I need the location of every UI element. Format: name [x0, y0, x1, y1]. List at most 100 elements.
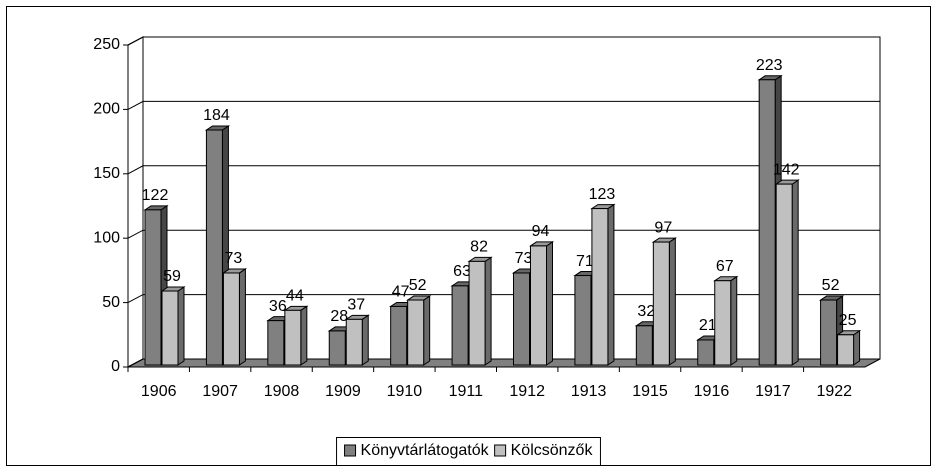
x-tick-label: 1910 — [387, 383, 423, 400]
bar-front — [758, 79, 776, 366]
bar — [406, 295, 432, 366]
bar — [651, 237, 677, 366]
value-label: 36 — [269, 298, 287, 315]
bar-front — [468, 260, 486, 366]
x-tick-label: 1922 — [816, 383, 852, 400]
bar-front — [697, 339, 715, 366]
bar-front — [205, 129, 223, 366]
bar-front — [222, 272, 240, 366]
bar-front — [574, 275, 592, 366]
bar-side — [238, 268, 246, 366]
bar — [283, 305, 309, 366]
bar — [467, 256, 493, 366]
bar-side — [484, 256, 492, 366]
value-label: 37 — [347, 297, 365, 314]
x-tick-label: 1906 — [141, 383, 177, 400]
bar-side — [177, 286, 185, 366]
y-tick-label: 100 — [93, 229, 120, 246]
x-tick-label: 1916 — [694, 383, 730, 400]
value-label: 25 — [839, 312, 857, 329]
value-label: 59 — [163, 268, 181, 285]
bar — [221, 268, 248, 366]
value-label: 52 — [409, 277, 427, 294]
bar — [590, 203, 616, 366]
bar — [696, 335, 722, 366]
value-label: 63 — [453, 263, 471, 280]
bar — [835, 329, 862, 366]
legend-label: Kölcsönzők — [511, 442, 594, 459]
bar-front — [345, 318, 363, 366]
bar — [160, 286, 186, 366]
bar-front — [652, 241, 670, 366]
x-tick-label: 1915 — [632, 383, 668, 400]
bar-front — [635, 325, 653, 366]
value-label: 21 — [699, 317, 717, 334]
bar-side — [607, 203, 615, 366]
value-label: 47 — [392, 284, 410, 301]
value-label: 122 — [142, 187, 169, 204]
x-tick-label: 1911 — [449, 383, 484, 400]
value-label: 73 — [515, 250, 533, 267]
grid-line — [127, 36, 880, 46]
bar-front — [714, 280, 732, 366]
bar-front — [161, 290, 179, 366]
bar-front — [591, 208, 609, 366]
legend-label: Könyvtárlátogatók — [361, 442, 490, 459]
bar-front — [144, 209, 162, 366]
bar — [344, 314, 370, 366]
bar-front — [513, 272, 530, 366]
y-tick-label: 50 — [102, 294, 120, 311]
bar-side — [361, 314, 369, 366]
x-tick-label: 1912 — [509, 383, 545, 400]
bar-front — [407, 299, 425, 366]
bar-front — [837, 334, 855, 366]
legend-swatch — [494, 444, 507, 457]
bar-front — [284, 309, 302, 366]
x-tick-label: 1909 — [325, 383, 361, 400]
value-label: 97 — [654, 219, 672, 236]
bar-side — [668, 237, 676, 366]
bar — [713, 275, 739, 366]
value-label: 94 — [532, 223, 550, 240]
bar-front — [530, 245, 547, 366]
grid-line — [127, 100, 880, 110]
bar-front — [267, 320, 285, 366]
x-tick-label: 1913 — [571, 383, 607, 400]
grid-line — [127, 294, 880, 304]
y-tick-label: 0 — [111, 358, 120, 375]
value-label: 184 — [203, 107, 230, 124]
x-tick-label: 1907 — [202, 383, 238, 400]
bar-side — [791, 179, 799, 366]
value-label: 82 — [470, 239, 488, 256]
legend-box — [336, 437, 601, 466]
value-label: 71 — [576, 253, 594, 270]
bar-side — [853, 329, 861, 366]
value-label: 123 — [589, 186, 616, 203]
x-tick-label: 1917 — [755, 383, 791, 400]
value-label: 52 — [822, 277, 840, 294]
bar — [528, 240, 555, 366]
grid-line — [127, 229, 880, 239]
bar-front — [390, 305, 408, 366]
x-tick-label: 1908 — [264, 383, 300, 400]
bar-side — [546, 240, 553, 366]
value-label: 44 — [286, 288, 304, 305]
y-tick-label: 250 — [93, 36, 120, 53]
grid-line — [127, 358, 880, 368]
bar-side — [300, 305, 308, 366]
legend: Könyvtárlátogatók Kölcsönzők — [336, 437, 601, 466]
bar-front — [328, 330, 346, 366]
value-label: 73 — [225, 250, 243, 267]
value-label: 67 — [716, 258, 734, 275]
legend-swatch — [344, 444, 357, 457]
bar-front — [775, 183, 793, 366]
bar-side — [423, 295, 431, 366]
bar-front — [451, 285, 469, 366]
value-label: 223 — [756, 57, 783, 74]
grid-line — [127, 165, 880, 175]
bar-side — [730, 275, 738, 366]
y-tick-label: 150 — [93, 165, 120, 182]
y-tick-label: 200 — [93, 101, 120, 118]
value-label: 142 — [773, 161, 800, 178]
